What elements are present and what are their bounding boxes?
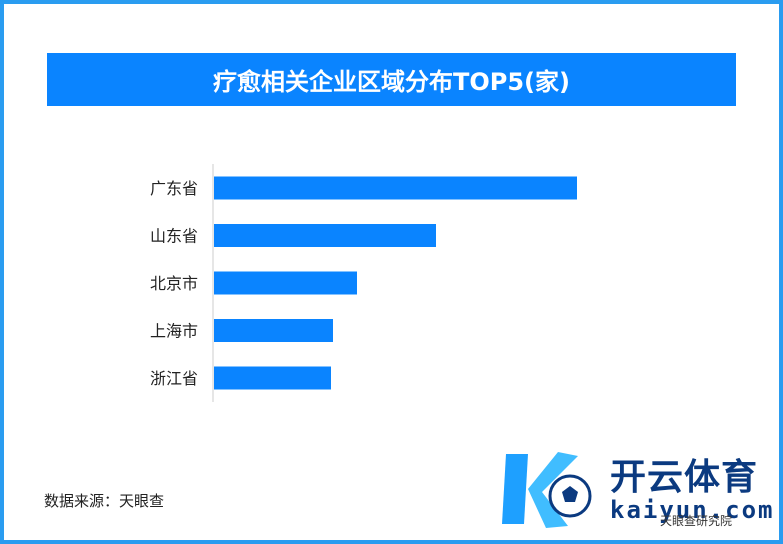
watermark-brand-en: kaiyun.com xyxy=(610,496,775,524)
category-label-3: 上海市 xyxy=(150,322,198,341)
watermark-sub: 天眼查研究院 xyxy=(660,514,733,528)
watermark: 开云体育 kaiyun.com 天眼查研究院 xyxy=(498,444,778,534)
watermark-brand-cn: 开云体育 xyxy=(610,457,759,498)
soccer-ball-k-logo-icon xyxy=(502,452,592,528)
bar-1 xyxy=(214,224,436,247)
category-label-0: 广东省 xyxy=(150,179,198,198)
category-label-1: 山东省 xyxy=(150,227,198,246)
bar-0 xyxy=(214,176,577,200)
chart-title: 疗愈相关企业区域分布TOP5(家) xyxy=(47,53,736,106)
bar-2 xyxy=(214,271,357,295)
bar-4 xyxy=(214,366,331,390)
category-label-4: 浙江省 xyxy=(150,369,198,388)
bar-3 xyxy=(214,319,333,342)
category-label-2: 北京市 xyxy=(150,274,198,293)
data-source-note: 数据来源：天眼查 xyxy=(44,492,165,510)
